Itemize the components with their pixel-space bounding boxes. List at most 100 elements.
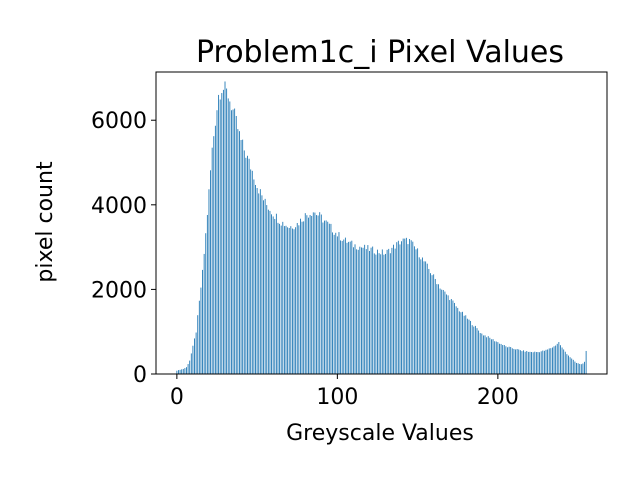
- histogram-bar: [420, 259, 422, 374]
- histogram-bar: [206, 214, 208, 374]
- histogram-bar: [240, 140, 242, 374]
- histogram-bar: [486, 337, 488, 374]
- histogram-bar: [465, 315, 467, 374]
- histogram-bar: [324, 220, 325, 374]
- histogram-bar: [266, 205, 268, 374]
- histogram-bar: [264, 198, 266, 374]
- histogram-bar: [582, 363, 584, 374]
- histogram-bar: [298, 225, 300, 374]
- histogram-bar: [251, 170, 253, 374]
- histogram-bar: [409, 238, 411, 374]
- histogram-bar: [430, 273, 431, 374]
- histogram-bar: [283, 226, 285, 374]
- histogram-bar: [195, 332, 197, 374]
- histogram-bar: [312, 212, 314, 374]
- histogram-bar: [535, 352, 537, 374]
- histogram-bar: [208, 189, 210, 374]
- histogram-bar: [547, 349, 549, 374]
- histogram-bar: [333, 234, 335, 374]
- histogram-bar: [527, 351, 529, 374]
- histogram-bar: [291, 228, 293, 374]
- histogram-bar: [566, 354, 568, 374]
- histogram-bar: [481, 333, 483, 374]
- histogram-bar: [518, 349, 520, 374]
- histogram-bar: [351, 240, 353, 374]
- histogram-bar: [386, 249, 388, 374]
- histogram-bar: [418, 257, 420, 374]
- histogram-bar: [263, 200, 264, 374]
- histogram-bar: [405, 237, 407, 374]
- y-tick-label: 4000: [91, 194, 147, 219]
- histogram-bar: [431, 275, 433, 374]
- histogram-bar: [503, 345, 505, 374]
- histogram-bar: [237, 129, 239, 374]
- histogram-bar: [328, 223, 330, 374]
- histogram-bar: [550, 348, 552, 374]
- histogram-bar: [394, 248, 396, 374]
- y-tick-label: 0: [133, 363, 147, 388]
- histogram-bar: [537, 352, 539, 374]
- histogram-bar: [572, 359, 574, 374]
- histogram-bar: [309, 215, 311, 374]
- histogram-bar: [399, 244, 401, 374]
- y-tick-label: 6000: [91, 109, 147, 134]
- histogram-bar: [261, 195, 263, 374]
- histogram-bar: [426, 263, 428, 374]
- histogram-bar: [388, 248, 390, 374]
- histogram-bar: [571, 358, 573, 374]
- histogram-bar: [346, 242, 348, 374]
- histogram-bar: [275, 213, 277, 374]
- histogram-bar: [214, 125, 216, 374]
- histogram-bar: [458, 311, 460, 374]
- histogram-bar: [178, 370, 179, 374]
- histogram-bar: [397, 240, 399, 374]
- histogram-bar: [354, 244, 356, 374]
- x-tick-label: 0: [170, 385, 184, 410]
- histogram-bar: [182, 368, 184, 374]
- histogram-bar: [287, 227, 289, 374]
- histogram-bar: [330, 223, 332, 374]
- histogram-bar: [327, 221, 329, 374]
- histogram-bars: [176, 81, 587, 375]
- histogram-bar: [216, 110, 218, 375]
- histogram-bar: [439, 288, 441, 374]
- histogram-bar: [203, 253, 205, 374]
- histogram-bar: [524, 351, 526, 374]
- histogram-bar: [515, 349, 516, 374]
- histogram-bar: [356, 249, 358, 374]
- histogram-bar: [319, 212, 321, 374]
- histogram-bar: [232, 109, 234, 374]
- histogram-bar: [568, 355, 569, 374]
- histogram-bar: [235, 115, 237, 374]
- histogram-bar: [402, 238, 404, 374]
- histogram-bar: [197, 315, 199, 374]
- histogram-bar: [279, 223, 281, 374]
- histogram-bar: [579, 363, 581, 374]
- histogram-bar: [259, 189, 261, 374]
- histogram-bar: [256, 188, 258, 374]
- histogram-bar: [367, 245, 369, 374]
- histogram-bar: [288, 227, 290, 374]
- histogram-bar: [500, 343, 502, 374]
- histogram-bar: [561, 347, 563, 374]
- histogram-bar: [304, 213, 306, 374]
- histogram-bar: [487, 336, 489, 374]
- histogram-bar: [510, 347, 512, 374]
- histogram-bar: [545, 349, 547, 374]
- histogram-bar: [471, 325, 473, 374]
- histogram-bar: [335, 232, 337, 374]
- histogram-bar: [322, 222, 324, 374]
- histogram-bar: [450, 299, 452, 374]
- histogram-bar: [428, 268, 430, 374]
- histogram-bar: [383, 254, 385, 374]
- histogram-bar: [277, 222, 279, 374]
- histogram-bar: [580, 364, 582, 374]
- histogram-bar: [564, 351, 566, 374]
- histogram-bar: [576, 362, 577, 374]
- histogram-bar: [479, 333, 481, 374]
- histogram-bar: [349, 241, 351, 374]
- histogram-bar: [219, 99, 221, 375]
- histogram-bar: [523, 350, 524, 374]
- histogram-bar: [226, 88, 228, 374]
- histogram-bar: [344, 237, 346, 374]
